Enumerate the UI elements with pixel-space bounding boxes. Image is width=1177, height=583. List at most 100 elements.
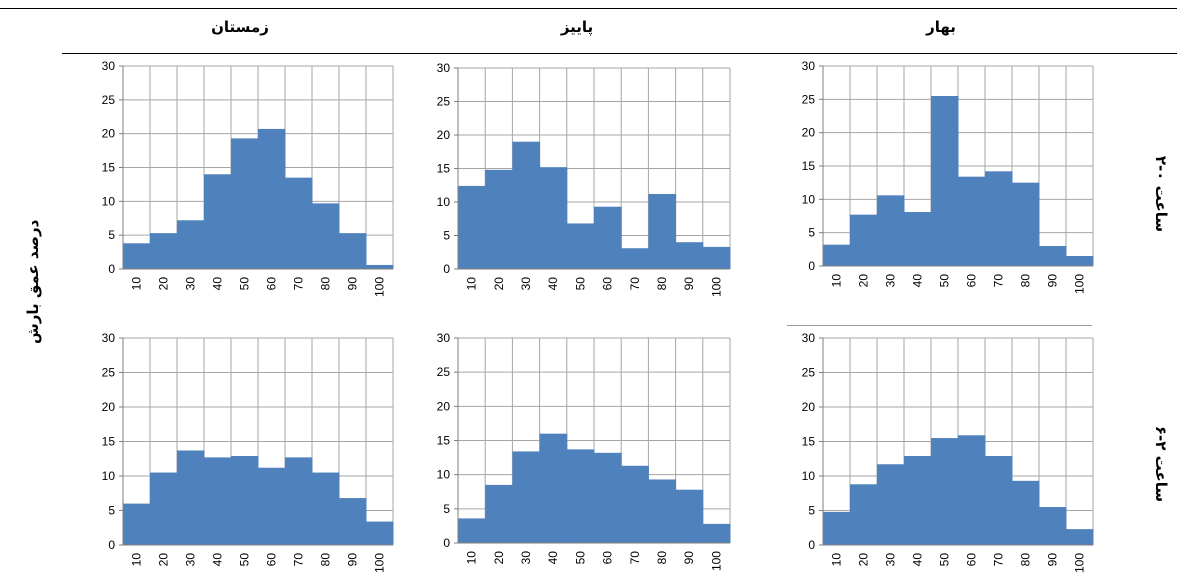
x-tick-label: 20 — [492, 551, 506, 565]
x-tick-label: 30 — [519, 551, 533, 565]
y-tick-label: 25 — [437, 365, 451, 379]
histogram-bar — [675, 489, 704, 543]
x-tick-label: 60 — [265, 553, 279, 567]
y-tick-label: 10 — [437, 195, 451, 209]
y-tick-label: 30 — [437, 331, 451, 345]
y-tick-label: 15 — [102, 435, 116, 449]
histogram-bar — [150, 233, 178, 269]
x-tick-label: 50 — [573, 277, 587, 291]
y-tick-label: 25 — [437, 95, 451, 109]
histogram-bar — [621, 465, 649, 543]
histogram-bar — [877, 464, 905, 545]
y-tick-label: 20 — [802, 400, 816, 414]
histogram-bar — [566, 223, 595, 269]
y-tick-label: 10 — [437, 468, 451, 482]
histogram-bar — [958, 176, 986, 266]
panel-divider-rule — [787, 325, 1092, 326]
histogram-bar — [931, 96, 959, 266]
chart-spring-0-2h: 0 5 10 15 20 25 30 10 20 30 40 50 60 70 80 90 100 — [802, 59, 1094, 294]
histogram-bar — [823, 244, 851, 266]
histogram-bar — [1012, 480, 1040, 545]
histogram-bar — [648, 479, 677, 543]
x-tick-label: 10 — [830, 553, 844, 567]
histogram-bar — [231, 138, 259, 269]
histogram-bar — [285, 457, 313, 545]
chart-autumn-2-6h: 0 5 10 15 20 25 30 10 20 30 40 50 60 70 80 90 100 — [437, 331, 731, 571]
y-tick-label: 20 — [802, 126, 816, 140]
x-tick-label: 80 — [319, 277, 333, 291]
x-tick-label: 30 — [519, 277, 533, 291]
x-tick-label: 70 — [292, 277, 306, 291]
y-tick-label: 0 — [443, 536, 450, 550]
histogram-bar — [904, 212, 932, 266]
y-tick-label: 15 — [437, 162, 451, 176]
x-tick-label: 90 — [682, 277, 696, 291]
chart-winter-0-2h: 0 5 10 15 20 25 30 10 20 30 40 50 60 70 80 90 100 — [102, 59, 394, 297]
x-tick-label: 50 — [938, 553, 952, 567]
histogram-bar — [177, 450, 205, 545]
histogram-bar — [539, 167, 568, 269]
x-tick-label: 90 — [1046, 274, 1060, 288]
x-tick-label: 90 — [346, 553, 360, 567]
x-tick-label: 40 — [211, 277, 225, 291]
y-tick-label: 15 — [802, 435, 816, 449]
histogram-bar — [485, 484, 513, 543]
histogram-bar — [204, 174, 232, 269]
histogram-bar — [621, 248, 649, 269]
histogram-bar — [366, 264, 394, 269]
histogram-bar — [312, 472, 340, 545]
x-tick-label: 60 — [265, 277, 279, 291]
y-tick-label: 20 — [102, 400, 116, 414]
histogram-bar — [312, 203, 340, 269]
histogram-bar — [485, 169, 513, 269]
x-tick-label: 70 — [992, 553, 1006, 567]
x-tick-label: 90 — [1046, 553, 1060, 567]
x-tick-label: 60 — [965, 553, 979, 567]
x-tick-label: 90 — [682, 551, 696, 565]
histogram-bar — [539, 433, 568, 543]
histogram-bar — [258, 467, 286, 545]
histogram-bar — [594, 206, 622, 269]
y-tick-label: 0 — [108, 262, 115, 276]
histogram-bar — [823, 511, 851, 545]
x-tick-label: 80 — [1019, 553, 1033, 567]
chart-winter-2-6h: 0 5 10 15 20 25 30 10 20 30 40 50 60 70 80 90 100 — [102, 331, 394, 573]
histogram-bar — [1039, 246, 1067, 266]
histogram-bar — [339, 233, 367, 269]
x-tick-label: 30 — [184, 553, 198, 567]
histogram-bar — [231, 455, 259, 545]
x-tick-label: 10 — [130, 553, 144, 567]
histogram-bar — [285, 177, 313, 269]
y-tick-label: 25 — [102, 93, 116, 107]
x-tick-label: 100 — [373, 277, 387, 297]
x-tick-label: 70 — [992, 274, 1006, 288]
x-tick-label: 20 — [157, 553, 171, 567]
x-tick-label: 50 — [938, 274, 952, 288]
x-tick-label: 80 — [319, 553, 333, 567]
y-tick-label: 10 — [802, 192, 816, 206]
histogram-bar — [1066, 529, 1094, 545]
chart-autumn-0-2h: 0 5 10 15 20 25 30 10 20 30 40 50 60 70 80 90 100 — [437, 61, 731, 297]
y-tick-label: 0 — [443, 262, 450, 276]
x-tick-label: 20 — [857, 553, 871, 567]
histogram-bar — [958, 435, 986, 545]
histogram-bar — [512, 451, 541, 543]
row-label-0-2h: ۲-۰ ساعت — [1152, 155, 1170, 233]
x-tick-label: 40 — [911, 274, 925, 288]
y-tick-label: 15 — [802, 159, 816, 173]
histogram-bar — [702, 523, 731, 543]
x-tick-label: 80 — [655, 551, 669, 565]
x-tick-label: 10 — [465, 551, 479, 565]
y-tick-label: 0 — [808, 259, 815, 273]
y-tick-label: 5 — [443, 229, 450, 243]
y-tick-label: 5 — [108, 228, 115, 242]
column-header-winter: زمستان — [211, 18, 269, 36]
x-tick-label: 40 — [211, 553, 225, 567]
histogram-bar — [339, 498, 367, 545]
x-tick-label: 60 — [601, 277, 615, 291]
histogram-bar — [850, 484, 878, 545]
histogram-bar — [904, 455, 932, 545]
y-tick-label: 25 — [102, 366, 116, 380]
histogram-bar — [123, 503, 151, 545]
y-tick-label: 30 — [102, 331, 116, 345]
